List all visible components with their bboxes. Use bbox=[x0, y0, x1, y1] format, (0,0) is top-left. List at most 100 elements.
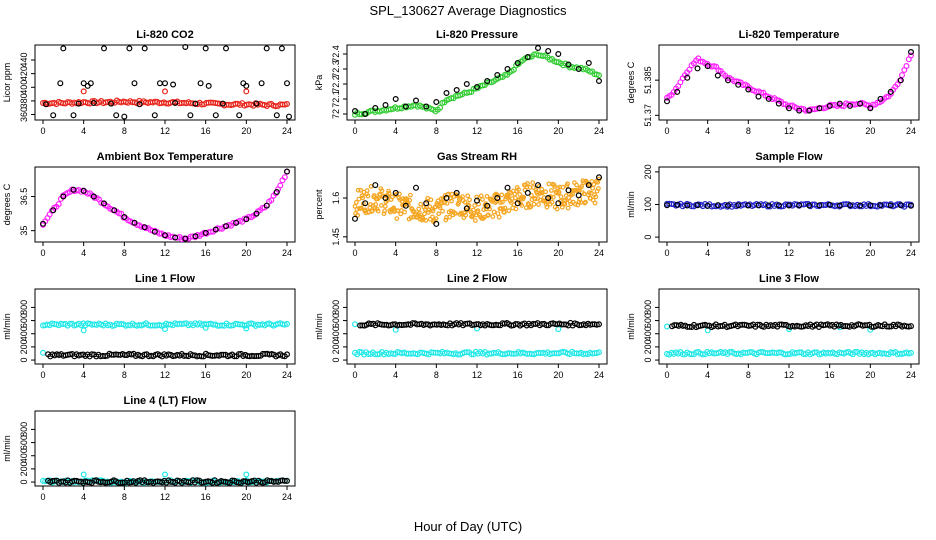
data-point bbox=[223, 45, 230, 52]
series-0 bbox=[39, 97, 291, 110]
data-point bbox=[60, 45, 67, 52]
data-point bbox=[352, 107, 359, 114]
data-point bbox=[162, 232, 169, 239]
y-tick-label: 600 bbox=[19, 313, 29, 328]
data-point bbox=[90, 193, 97, 200]
x-tick-label: 12 bbox=[472, 370, 482, 380]
data-point bbox=[745, 86, 752, 93]
x-tick-label: 0 bbox=[664, 126, 669, 136]
data-point bbox=[426, 209, 431, 215]
data-point bbox=[353, 199, 359, 205]
series-2 bbox=[45, 477, 291, 486]
data-point bbox=[684, 202, 691, 209]
x-tick-label: 4 bbox=[81, 248, 86, 258]
data-point bbox=[473, 218, 478, 224]
data-point bbox=[500, 199, 505, 205]
x-tick-label: 12 bbox=[784, 126, 794, 136]
data-point bbox=[806, 107, 813, 114]
series-1 bbox=[352, 44, 602, 117]
data-point bbox=[484, 202, 491, 209]
data-point bbox=[447, 214, 453, 220]
data-point bbox=[187, 112, 194, 119]
data-point bbox=[575, 192, 582, 199]
y-tick-label: 200 bbox=[643, 164, 653, 179]
x-tick-label: 16 bbox=[201, 126, 211, 136]
data-point bbox=[550, 194, 556, 200]
y-tick-label: 35 bbox=[19, 226, 29, 236]
data-point bbox=[198, 353, 205, 360]
series-1 bbox=[663, 48, 914, 114]
data-point bbox=[465, 193, 471, 199]
data-point bbox=[121, 214, 128, 221]
x-tick-label: 4 bbox=[81, 492, 86, 502]
x-tick-label: 20 bbox=[865, 370, 875, 380]
y-tick-label: 600 bbox=[643, 313, 653, 328]
data-point bbox=[240, 80, 247, 87]
series-1 bbox=[39, 168, 291, 242]
data-point bbox=[546, 181, 552, 187]
plot-frame bbox=[34, 410, 296, 487]
y-tick-label: 380 bbox=[19, 93, 29, 108]
x-tick-label: 4 bbox=[393, 248, 398, 258]
data-point bbox=[418, 201, 424, 207]
data-point bbox=[897, 77, 904, 84]
y-axis-label: degrees C bbox=[626, 61, 636, 103]
data-point bbox=[433, 220, 440, 227]
data-point bbox=[585, 59, 592, 66]
data-point bbox=[490, 214, 496, 220]
data-point bbox=[243, 82, 250, 89]
data-point bbox=[113, 112, 120, 119]
data-point bbox=[565, 61, 572, 68]
panel-5: Sample Flow ml/min 0 4 8 12 16 20 24 0 100 200 bbox=[626, 151, 920, 258]
series-1 bbox=[42, 43, 293, 120]
y-tick-label: 200 bbox=[331, 339, 341, 354]
series-0 bbox=[39, 320, 291, 329]
x-tick-label: 0 bbox=[352, 248, 357, 258]
data-point bbox=[816, 202, 823, 209]
data-point bbox=[530, 180, 536, 186]
x-tick-label: 4 bbox=[705, 370, 710, 380]
panel-6: Line 1 Flow ml/min 0 4 8 12 16 20 24 0 20040060080… bbox=[2, 273, 296, 380]
data-point bbox=[382, 203, 388, 209]
data-point bbox=[172, 99, 179, 106]
data-point bbox=[136, 101, 143, 108]
series-1 bbox=[39, 324, 250, 356]
y-tick-label: 72.3 bbox=[331, 60, 341, 78]
panel-title: Li-820 Pressure bbox=[436, 29, 518, 41]
data-point bbox=[423, 217, 429, 223]
series-0 bbox=[663, 52, 914, 114]
x-tick-label: 4 bbox=[705, 126, 710, 136]
data-point bbox=[877, 202, 884, 209]
x-tick-label: 20 bbox=[553, 126, 563, 136]
plot-frame bbox=[34, 44, 296, 121]
x-tick-label: 12 bbox=[784, 248, 794, 258]
data-point bbox=[590, 185, 595, 191]
data-point bbox=[898, 72, 905, 79]
data-point bbox=[467, 197, 473, 203]
data-point bbox=[514, 59, 521, 66]
data-point bbox=[897, 202, 904, 209]
data-point bbox=[474, 83, 481, 90]
data-point bbox=[802, 201, 809, 208]
data-point bbox=[714, 202, 721, 209]
data-point bbox=[443, 89, 450, 96]
y-tick-label: 72 bbox=[331, 109, 341, 119]
data-point bbox=[857, 202, 864, 209]
data-point bbox=[463, 80, 470, 87]
y-tick-label: 72.2 bbox=[331, 75, 341, 93]
x-tick-label: 4 bbox=[81, 126, 86, 136]
data-point bbox=[531, 201, 537, 207]
x-tick-label: 20 bbox=[241, 370, 251, 380]
data-point bbox=[836, 202, 843, 209]
data-point bbox=[867, 202, 874, 209]
data-point bbox=[674, 201, 681, 208]
y-tick-label: 440 bbox=[19, 52, 29, 67]
data-point bbox=[796, 107, 803, 114]
x-tick-label: 0 bbox=[40, 248, 45, 258]
y-tick-label: 600 bbox=[331, 313, 341, 328]
data-point bbox=[243, 325, 250, 332]
data-point bbox=[50, 207, 57, 214]
data-point bbox=[438, 196, 444, 202]
y-tick-label: 800 bbox=[19, 422, 29, 437]
y-axis-label: degrees C bbox=[2, 183, 12, 225]
